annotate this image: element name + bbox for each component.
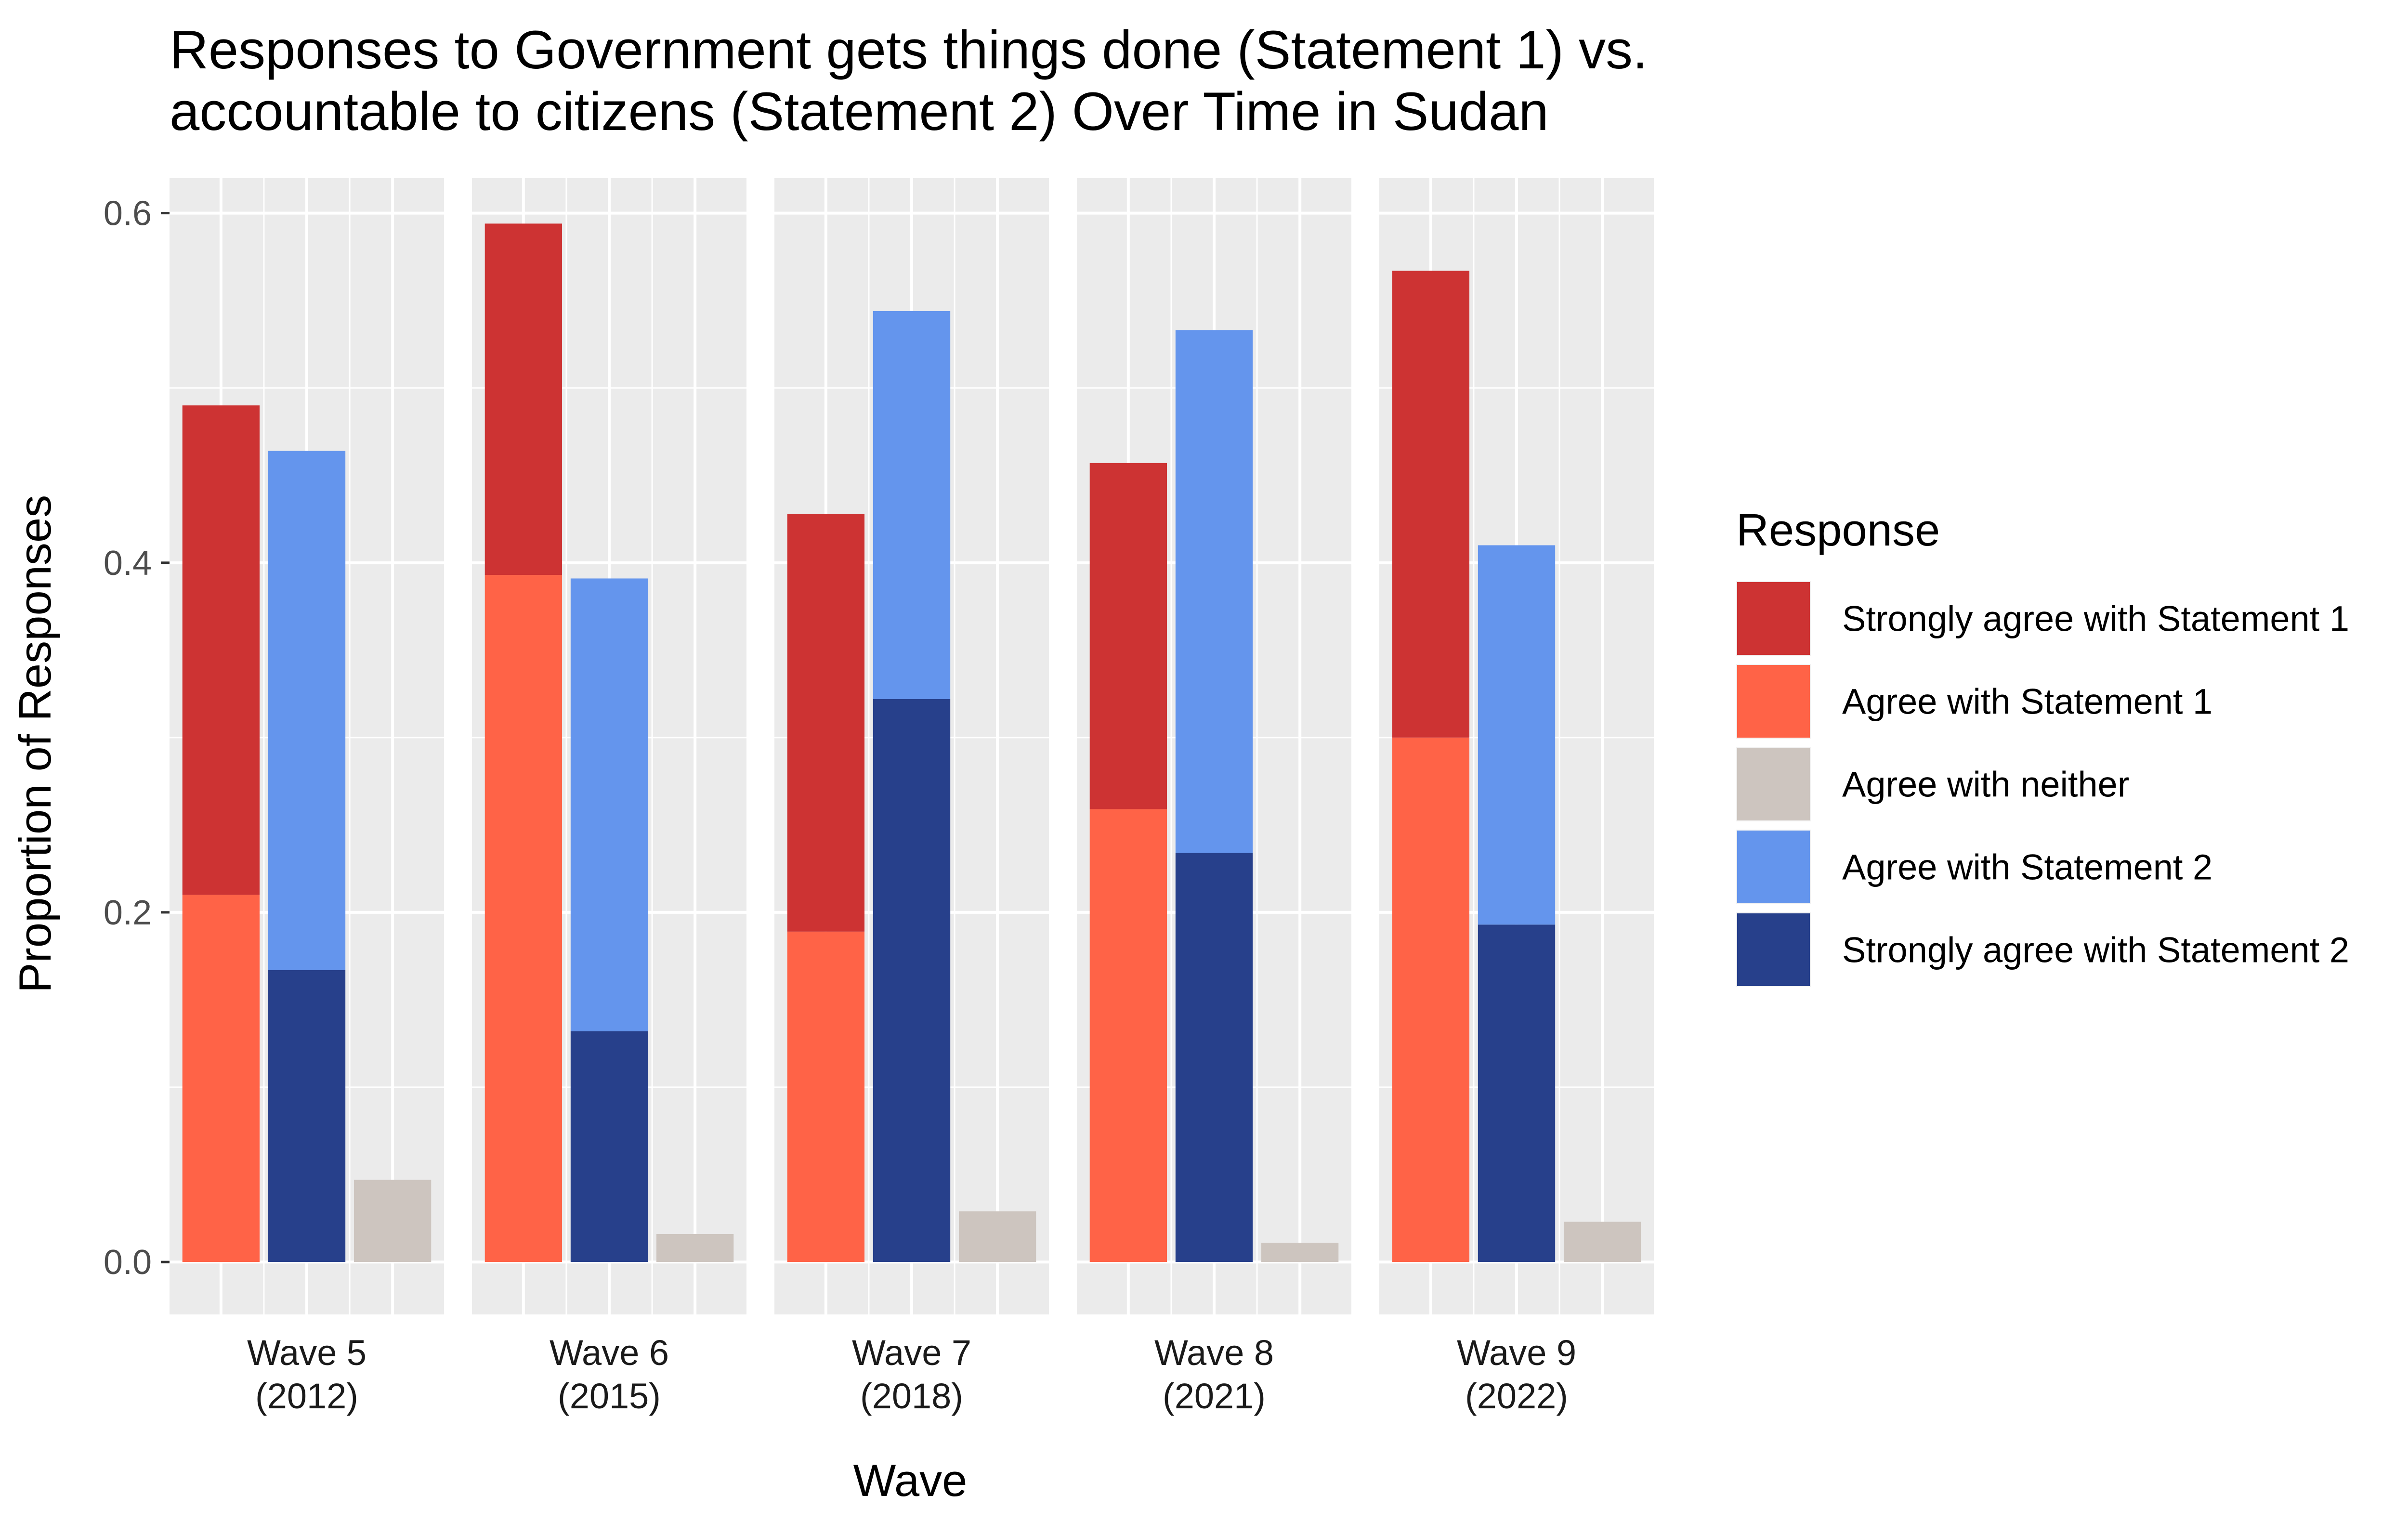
facet-panel: [774, 178, 1049, 1314]
facet-label: Wave 7: [852, 1333, 971, 1373]
bar-agree-statement-2: [873, 311, 951, 699]
facet-panel: [170, 178, 444, 1314]
chart-title-line-1: Responses to Government gets things done…: [170, 20, 1648, 80]
legend-label: Agree with Statement 1: [1842, 682, 2212, 722]
bar-agree-statement-1: [1089, 809, 1167, 1262]
legend-key: [1737, 831, 1810, 903]
facet-label-year: (2022): [1465, 1376, 1568, 1416]
y-tick-label: 0.4: [104, 544, 152, 583]
facet-label: Wave 6: [550, 1333, 669, 1373]
facet-panels: Wave 5(2012) Wave 6(2015) Wave 7(2018) Wave…: [170, 178, 1654, 1416]
facet-label: Wave 8: [1154, 1333, 1274, 1373]
facet-panel: [1077, 178, 1351, 1314]
bar-agree-statement-2: [1175, 330, 1253, 853]
x-axis-title: Wave: [853, 1455, 968, 1506]
y-tick-label: 0.2: [104, 894, 152, 932]
facet-panel: [1379, 178, 1654, 1314]
legend-label: Strongly agree with Statement 1: [1842, 599, 2349, 639]
bar-agree-statement-1: [787, 931, 865, 1262]
y-axis: 0.0 0.2 0.4 0.6: [104, 195, 170, 1282]
bar-agree-with-neither: [1261, 1243, 1339, 1262]
bar-strongly-agree-statement-2: [1478, 924, 1556, 1262]
chart-title-line-2: accountable to citizens (Statement 2) Ov…: [170, 81, 1549, 142]
facet-panel: [472, 178, 746, 1314]
legend-key: [1737, 913, 1810, 986]
legend-label: Agree with Statement 2: [1842, 847, 2212, 887]
bar-agree-with-neither: [353, 1180, 432, 1262]
bar-agree-with-neither: [958, 1211, 1036, 1262]
bar-agree-with-neither: [656, 1234, 734, 1262]
bar-agree-statement-2: [570, 578, 648, 1031]
legend-key: [1737, 582, 1810, 655]
facet-label-year: (2018): [860, 1376, 963, 1416]
facet-label-year: (2021): [1163, 1376, 1266, 1416]
bar-agree-with-neither: [1563, 1222, 1641, 1262]
bar-strongly-agree-statement-2: [570, 1031, 648, 1262]
bar-strongly-agree-statement-2: [873, 699, 951, 1262]
bar-strongly-agree-statement-1: [1392, 271, 1470, 738]
bar-strongly-agree-statement-1: [787, 514, 865, 932]
bar-agree-statement-1: [182, 895, 260, 1262]
bar-strongly-agree-statement-2: [1175, 853, 1253, 1262]
bar-agree-statement-1: [1392, 737, 1470, 1262]
facet-label-year: (2015): [558, 1376, 661, 1416]
legend: Response Strongly agree with Statement 1…: [1736, 505, 2349, 987]
facet-label: Wave 9: [1457, 1333, 1576, 1373]
y-tick-label: 0.6: [104, 195, 152, 233]
legend-key: [1737, 748, 1810, 820]
y-axis-title: Proportion of Responses: [10, 495, 60, 993]
bar-strongly-agree-statement-2: [268, 970, 346, 1262]
y-tick-label: 0.0: [104, 1243, 152, 1282]
bar-strongly-agree-statement-1: [1089, 463, 1167, 809]
bar-agree-statement-2: [1478, 545, 1556, 925]
legend-label: Agree with neither: [1842, 765, 2129, 805]
bar-strongly-agree-statement-1: [484, 223, 563, 575]
facet-label: Wave 5: [247, 1333, 366, 1373]
legend-label: Strongly agree with Statement 2: [1842, 930, 2349, 970]
legend-title: Response: [1736, 505, 1940, 555]
facet-label-year: (2012): [255, 1376, 358, 1416]
bar-agree-statement-2: [268, 451, 346, 970]
bar-agree-statement-1: [484, 575, 563, 1262]
legend-key: [1737, 665, 1810, 738]
bar-strongly-agree-statement-1: [182, 405, 260, 895]
